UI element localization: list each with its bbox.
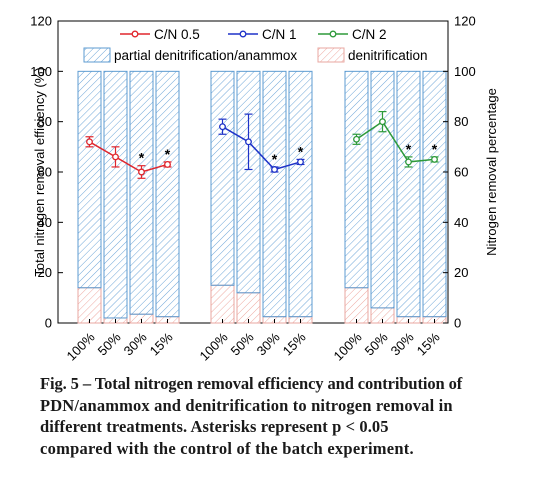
bar-partial-denitrification-anammox — [129, 70, 154, 315]
bar-partial-denitrification-anammox — [77, 70, 102, 289]
x-tick-label: 100% — [197, 329, 231, 363]
x-tick-label: 50% — [228, 329, 257, 358]
y-right-tick-label: 100 — [454, 64, 476, 79]
efficiency-marker — [164, 160, 171, 168]
significance-mark: * — [298, 143, 304, 159]
bar-partial-denitrification-anammox — [370, 70, 395, 309]
y-left-tick-label: 80 — [38, 114, 52, 129]
y-left-tick-label: 0 — [45, 316, 52, 331]
significance-mark: * — [406, 141, 412, 157]
y-right-tick-label: 120 — [454, 14, 476, 29]
efficiency-marker — [431, 155, 438, 163]
y-left-tick-label: 40 — [38, 215, 52, 230]
x-tick-label: 100% — [331, 329, 365, 363]
chart-figure: * * * * * * 0 0 20 20 40 40 60 60 80 80 100 100 120 120 100… — [30, 14, 499, 364]
x-tick-label: 50% — [95, 329, 124, 358]
bar-denitrification — [210, 284, 235, 324]
y-right-tick-label: 60 — [454, 165, 468, 180]
efficiency-line — [356, 120, 435, 163]
bar-denitrification — [344, 287, 369, 324]
significance-mark: * — [165, 146, 171, 162]
y-right-tick-label: 40 — [454, 215, 468, 230]
efficiency-marker — [379, 118, 386, 126]
bar-partial-denitrification-anammox — [236, 70, 261, 294]
efficiency-marker — [297, 158, 304, 166]
significance-mark: * — [272, 151, 278, 167]
efficiency-marker — [245, 138, 252, 146]
efficiency-line — [89, 141, 168, 173]
y-axis-right-label: Nitrogen removal percentage — [484, 88, 499, 256]
legend-label: C/N 1 — [262, 27, 297, 42]
legend-label: denitrification — [348, 48, 428, 63]
bar-denitrification — [236, 292, 261, 324]
x-tick-label: 50% — [362, 329, 391, 358]
legend-label: partial denitrification/anammox — [114, 48, 297, 63]
caption-line-3: different treatments. Asterisks represen… — [40, 417, 389, 436]
efficiency-marker — [138, 168, 145, 176]
y-left-tick-label: 100 — [30, 64, 52, 79]
combo-bar-line-chart: * * * * * * 0 0 20 20 40 40 60 60 80 80 100 100 120 120 100… — [30, 14, 499, 364]
y-right-tick-label: 20 — [454, 265, 468, 280]
legend-marker — [329, 30, 337, 38]
y-left-tick-label: 20 — [38, 265, 52, 280]
legend-label: C/N 0.5 — [154, 27, 200, 42]
legend-bar-swatch — [83, 47, 111, 63]
bar-partial-denitrification-anammox — [155, 70, 180, 318]
x-tick-label: 15% — [147, 329, 176, 358]
x-tick-label: 15% — [280, 329, 309, 358]
x-tick-label: 30% — [121, 329, 150, 358]
efficiency-marker — [405, 158, 412, 166]
efficiency-marker — [271, 166, 278, 173]
y-right-tick-label: 0 — [454, 316, 461, 331]
y-right-tick-label: 80 — [454, 114, 468, 129]
significance-mark: * — [139, 150, 145, 166]
efficiency-marker — [112, 153, 119, 161]
efficiency-marker — [353, 135, 360, 143]
x-tick-label: 30% — [254, 329, 283, 358]
legend-line-background — [111, 27, 416, 41]
bar-denitrification — [77, 287, 102, 324]
legend-bar-background — [78, 46, 434, 65]
bar-partial-denitrification-anammox — [344, 70, 369, 289]
legend-marker — [239, 30, 247, 38]
x-tick-label: 30% — [388, 329, 417, 358]
x-tick-label: 15% — [414, 329, 443, 358]
y-left-tick-label: 60 — [38, 165, 52, 180]
caption-line-1: Fig. 5 – Total nitrogen removal efficien… — [40, 374, 463, 393]
y-axis-left-label: Total nitrogen removal efficiency (%) — [32, 67, 47, 276]
efficiency-marker — [86, 138, 93, 146]
bar-partial-denitrification-anammox — [396, 70, 421, 318]
significance-mark: * — [432, 141, 438, 157]
x-tick-label: 100% — [64, 329, 98, 363]
bar-partial-denitrification-anammox — [288, 70, 313, 318]
bar-partial-denitrification-anammox — [422, 70, 447, 318]
efficiency-line — [222, 126, 301, 171]
bar-partial-denitrification-anammox — [103, 70, 128, 319]
figure-caption: Fig. 5 – Total nitrogen removal efficien… — [40, 373, 540, 459]
bar-partial-denitrification-anammox — [262, 70, 287, 318]
caption-line-4: compared with the control of the batch e… — [40, 438, 414, 458]
legend-label: C/N 2 — [352, 27, 387, 42]
legend-bar-swatch — [317, 47, 345, 63]
bar-partial-denitrification-anammox — [210, 70, 235, 286]
legend-marker — [131, 30, 139, 38]
y-left-tick-label: 120 — [30, 14, 52, 29]
caption-line-2: PDN/anammox and denitrification to nitro… — [40, 395, 453, 415]
efficiency-marker — [219, 123, 226, 131]
